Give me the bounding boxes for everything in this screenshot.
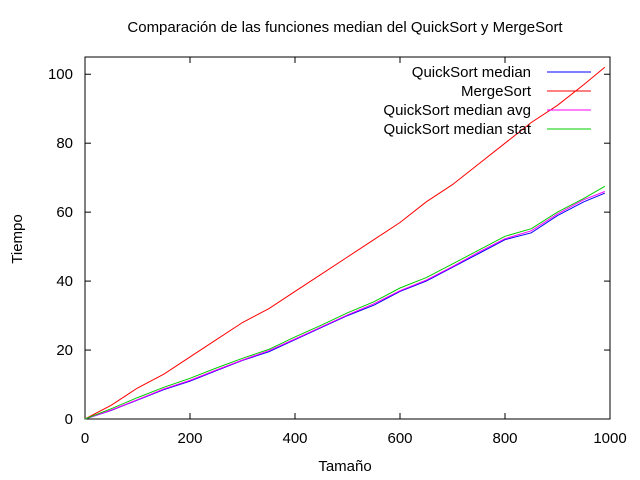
series-line-4: [84, 185, 606, 420]
chart-title: Comparación de las funciones median del …: [127, 19, 563, 36]
legend-label-2: MergeSort: [461, 83, 532, 100]
y-tick-label: 40: [56, 273, 73, 290]
series-line-2: [84, 66, 606, 420]
x-axis-label: Tamaño: [318, 458, 371, 475]
y-tick-label: 0: [65, 411, 73, 428]
x-tick-label: 600: [387, 430, 412, 447]
x-tick-label: 1000: [593, 430, 626, 447]
legend-label-3: QuickSort median avg: [383, 102, 531, 119]
x-tick-label: 400: [282, 430, 307, 447]
series-line-3: [84, 191, 605, 420]
x-tick-label: 200: [177, 430, 202, 447]
y-tick-label: 20: [56, 342, 73, 359]
plot-frame: [84, 56, 611, 420]
y-tick-label: 60: [56, 204, 73, 221]
x-tick-label: 800: [492, 430, 517, 447]
series-line-1: [84, 192, 605, 420]
legend-label-1: QuickSort median: [412, 64, 531, 81]
y-axis-label: Tiempo: [9, 214, 26, 263]
y-tick-label: 100: [48, 66, 73, 83]
x-tick-label: 0: [81, 430, 89, 447]
legend-label-4: QuickSort median stat: [383, 121, 531, 138]
y-tick-label: 80: [56, 135, 73, 152]
